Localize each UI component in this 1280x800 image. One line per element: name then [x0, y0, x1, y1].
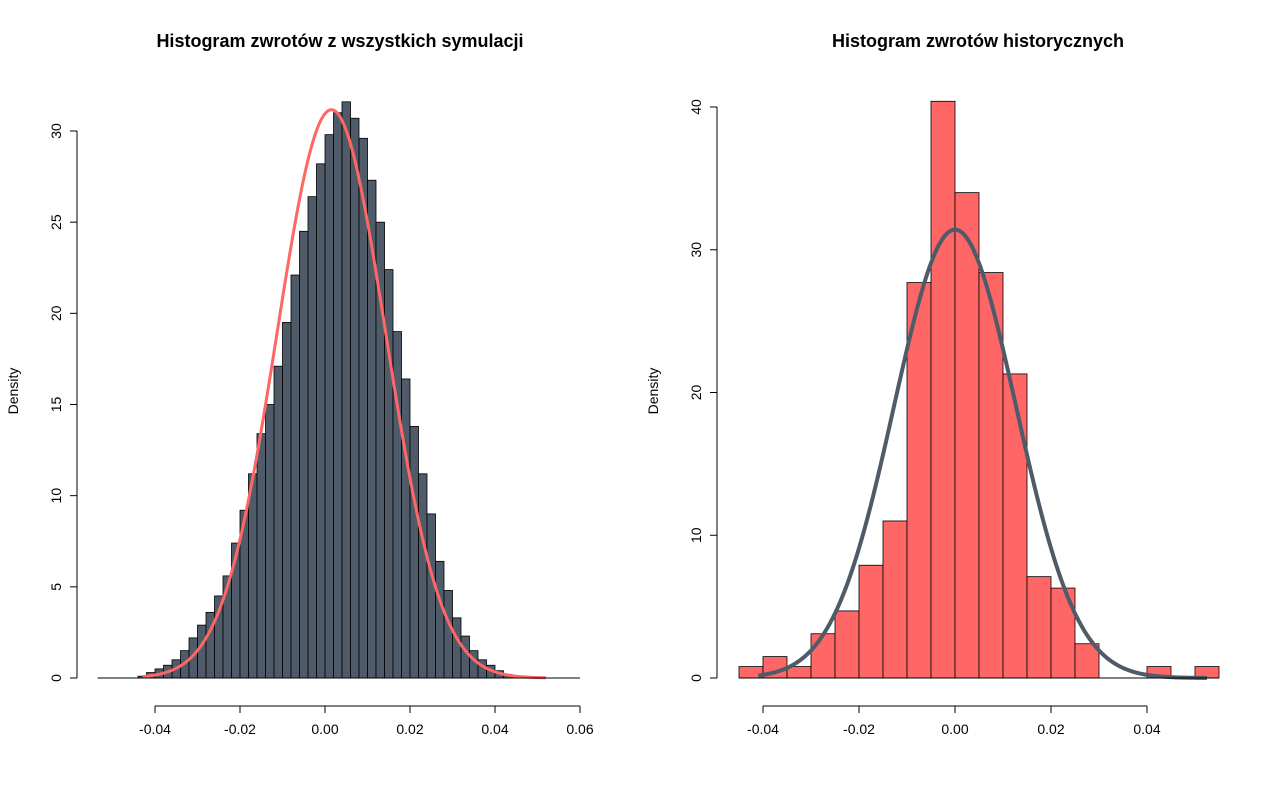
histogram-bar: [418, 473, 428, 679]
y-tick-label: 0: [48, 674, 64, 682]
histogram-bar: [282, 322, 292, 679]
histogram-bar: [460, 635, 470, 679]
x-tick-label: -0.02: [224, 721, 256, 737]
y-tick-label: 20: [48, 305, 64, 321]
left-chart: Histogram zwrotów z wszystkich symulacji…: [5, 31, 594, 737]
histogram-bar: [350, 117, 360, 679]
histogram-bar: [273, 365, 283, 679]
x-tick-label: 0.06: [566, 721, 593, 737]
histogram-bar: [810, 633, 836, 679]
histogram-bar: [316, 163, 326, 679]
histogram-bar: [426, 513, 436, 679]
right-chart-title: Histogram zwrotów historycznych: [832, 31, 1124, 51]
y-tick-label: 10: [48, 488, 64, 504]
y-tick-label: 25: [48, 214, 64, 230]
y-tick-label: 40: [688, 99, 704, 115]
histogram-bar: [299, 230, 309, 679]
histogram-bar: [197, 624, 207, 679]
right-chart: Histogram zwrotów historycznych Density …: [645, 31, 1220, 737]
histogram-bar: [307, 196, 317, 679]
x-tick-label: 0.00: [311, 721, 338, 737]
y-tick-label: 30: [688, 242, 704, 258]
right-axes: -0.04 -0.02 0.00 0.02 0.04 0 10 20 30 40: [688, 99, 1219, 737]
histogram-bar: [930, 100, 956, 679]
histogram-bar: [409, 425, 419, 679]
right-density-curve: [757, 227, 1208, 680]
histogram-bar: [858, 564, 884, 679]
y-tick-label: 0: [688, 674, 704, 682]
right-y-axis-label: Density: [645, 368, 661, 415]
x-tick-label: -0.04: [747, 721, 779, 737]
histogram-bar: [443, 590, 453, 679]
x-tick-label: 0.04: [481, 721, 508, 737]
histogram-bar: [341, 101, 351, 679]
histogram-bar: [906, 282, 932, 679]
x-tick-label: 0.00: [941, 721, 968, 737]
histogram-bar: [1074, 643, 1100, 679]
y-tick-label: 20: [688, 385, 704, 401]
y-tick-label: 15: [48, 397, 64, 413]
histogram-bar: [834, 610, 860, 679]
histogram-bar: [435, 560, 445, 679]
left-density-curve: [142, 108, 547, 680]
x-tick-label: 0.02: [1037, 721, 1064, 737]
y-tick-label: 30: [48, 123, 64, 139]
right-bars: [738, 100, 1220, 679]
y-tick-label: 10: [688, 527, 704, 543]
x-tick-label: -0.02: [843, 721, 875, 737]
histogram-bar: [265, 404, 275, 679]
histogram-bar: [248, 473, 258, 679]
histogram-bar: [1026, 576, 1052, 679]
left-axes: -0.04 -0.02 0.00 0.02 0.04 0.06 0 5 10 15 20 25 30: [48, 123, 594, 737]
histogram-bar: [290, 274, 300, 679]
x-tick-label: 0.04: [1133, 721, 1160, 737]
histogram-bar: [256, 433, 266, 679]
histogram-bar: [324, 134, 334, 679]
left-bars: [137, 101, 530, 679]
histogram-bar: [1002, 373, 1028, 679]
histogram-bar: [452, 617, 462, 679]
x-tick-label: -0.04: [139, 721, 171, 737]
x-tick-label: 0.02: [396, 721, 423, 737]
y-tick-label: 5: [48, 583, 64, 591]
left-y-axis-label: Density: [5, 368, 21, 415]
left-chart-title: Histogram zwrotów z wszystkich symulacji: [156, 31, 523, 51]
histogram-bar: [882, 520, 908, 679]
histogram-bar: [401, 378, 411, 679]
histogram-bar: [333, 112, 343, 679]
histogram-bar: [954, 192, 980, 679]
